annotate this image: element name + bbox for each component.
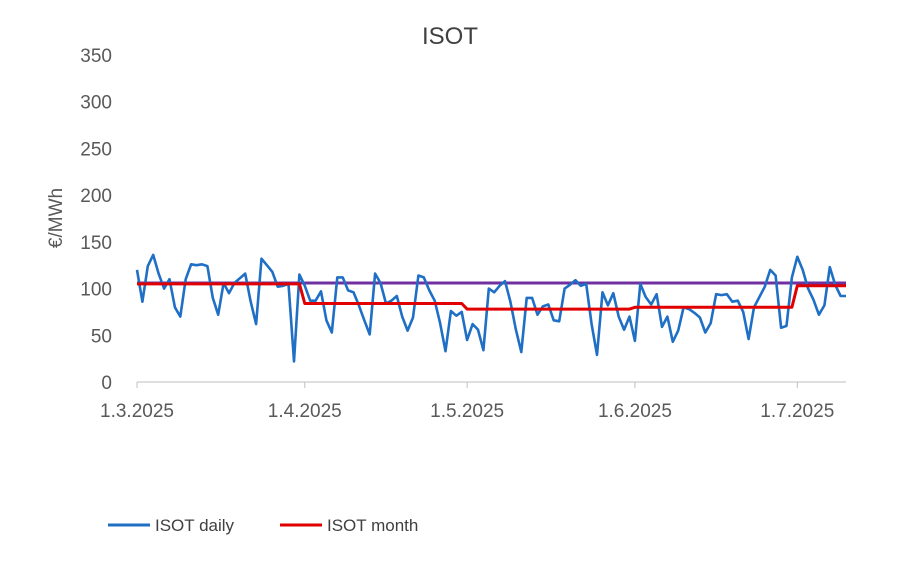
x-tick-label: 1.4.2025 (268, 401, 342, 422)
y-tick-label: 350 (80, 46, 112, 67)
series-line-isot-daily (135, 253, 846, 363)
series-line-isot-month (137, 282, 846, 311)
x-tick-label: 1.5.2025 (430, 401, 504, 422)
y-tick-labels: 0 50 100 150 200 250 300 350 (80, 46, 112, 394)
plot-area (135, 253, 846, 363)
chart-title: ISOT (422, 23, 478, 50)
y-tick-label: 50 (91, 326, 112, 347)
x-tick-label: 1.7.2025 (760, 401, 834, 422)
x-tick-label: 1.6.2025 (598, 401, 672, 422)
y-tick-label: 250 (80, 139, 112, 160)
x-axis-ticks: 1.3.2025 1.4.2025 1.5.2025 1.6.2025 1.7.2025 (100, 382, 834, 422)
legend-label-isot-month: ISOT month (327, 516, 418, 535)
legend: ISOT daily ISOT month (108, 516, 418, 535)
legend-label-isot-daily: ISOT daily (155, 516, 235, 535)
y-tick-label: 150 (80, 233, 112, 254)
y-tick-label: 100 (80, 280, 112, 301)
y-tick-label: 200 (80, 186, 112, 207)
y-axis-title: €/MWh (46, 188, 67, 248)
y-tick-label: 300 (80, 93, 112, 114)
y-tick-label: 0 (101, 373, 112, 394)
x-tick-label: 1.3.2025 (100, 401, 174, 422)
